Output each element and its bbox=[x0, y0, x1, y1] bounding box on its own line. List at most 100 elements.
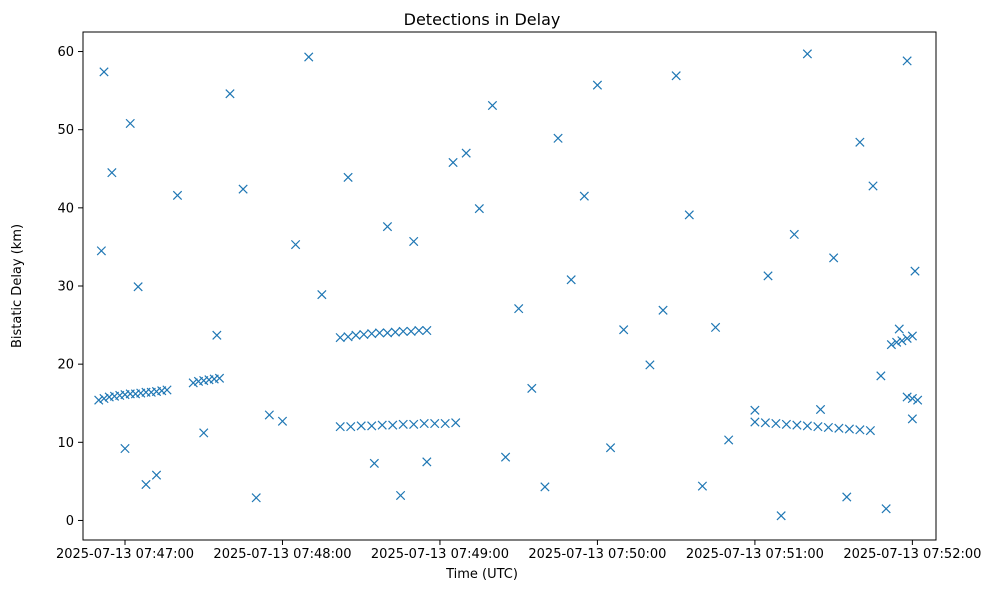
x-axis-label: Time (UTC) bbox=[445, 567, 518, 582]
data-point bbox=[907, 414, 918, 424]
y-tick-label: 60 bbox=[57, 45, 74, 60]
data-point bbox=[238, 184, 248, 194]
data-point bbox=[500, 452, 511, 462]
data-point bbox=[605, 443, 616, 453]
data-point bbox=[802, 49, 813, 59]
data-point bbox=[907, 393, 918, 404]
data-point bbox=[369, 458, 379, 469]
plot-frame bbox=[82, 31, 937, 541]
data-point bbox=[377, 420, 387, 430]
y-tick-label: 20 bbox=[57, 358, 74, 373]
data-point bbox=[199, 428, 209, 438]
data-point bbox=[897, 336, 907, 346]
data-point bbox=[367, 329, 377, 339]
data-point bbox=[335, 332, 345, 343]
y-tick-label: 50 bbox=[57, 123, 74, 138]
data-point bbox=[724, 435, 734, 445]
data-point bbox=[855, 137, 865, 147]
data-point bbox=[781, 419, 792, 429]
data-point bbox=[487, 100, 498, 111]
data-point bbox=[406, 326, 416, 336]
data-point bbox=[430, 418, 440, 429]
data-point bbox=[99, 393, 109, 404]
data-point bbox=[760, 418, 771, 428]
y-tick-label: 0 bbox=[66, 514, 74, 529]
data-point bbox=[290, 239, 301, 250]
data-point bbox=[645, 360, 655, 370]
data-point bbox=[461, 148, 471, 158]
data-point bbox=[335, 422, 345, 432]
data-point bbox=[317, 289, 327, 300]
data-point bbox=[422, 325, 432, 336]
data-point bbox=[172, 190, 183, 200]
data-point bbox=[125, 118, 135, 129]
data-point bbox=[277, 416, 288, 426]
data-point bbox=[99, 67, 109, 77]
data-point bbox=[414, 325, 424, 336]
data-point bbox=[451, 418, 461, 428]
data-point bbox=[671, 71, 681, 81]
x-tick-label: 2025-07-13 07:48:00 bbox=[213, 547, 351, 562]
data-point bbox=[212, 330, 222, 340]
data-point bbox=[120, 443, 130, 454]
data-point bbox=[902, 333, 912, 343]
data-point bbox=[540, 482, 550, 492]
data-point bbox=[395, 490, 406, 501]
data-point bbox=[94, 395, 104, 405]
x-tick-label: 2025-07-13 07:52:00 bbox=[843, 547, 981, 562]
data-point bbox=[374, 328, 385, 338]
data-point bbox=[351, 330, 361, 340]
data-point bbox=[264, 410, 274, 420]
data-point bbox=[251, 493, 261, 503]
data-point bbox=[815, 404, 826, 415]
y-axis-label: Bistatic Delay (km) bbox=[10, 224, 25, 348]
data-point bbox=[771, 418, 781, 429]
data-point bbox=[902, 392, 912, 402]
data-point bbox=[419, 418, 429, 429]
data-point bbox=[151, 470, 162, 480]
data-point bbox=[894, 324, 904, 334]
data-point bbox=[141, 479, 151, 490]
data-point bbox=[96, 246, 106, 256]
data-point bbox=[792, 420, 802, 430]
data-point bbox=[842, 492, 852, 502]
data-point bbox=[390, 327, 400, 337]
data-point bbox=[133, 282, 143, 292]
data-point bbox=[514, 304, 524, 314]
data-point bbox=[910, 266, 920, 276]
data-point bbox=[892, 337, 902, 347]
x-axis: 2025-07-13 07:47:00 2025-07-13 07:48:00 20… bbox=[56, 540, 981, 562]
data-point bbox=[440, 418, 450, 429]
data-point bbox=[553, 133, 563, 143]
data-point bbox=[304, 52, 314, 62]
x-tick-label: 2025-07-13 07:47:00 bbox=[56, 547, 194, 562]
data-point bbox=[913, 395, 923, 405]
data-point bbox=[398, 419, 408, 429]
data-point bbox=[409, 236, 419, 247]
data-point bbox=[448, 157, 458, 168]
data-point bbox=[382, 328, 393, 338]
data-point bbox=[225, 89, 235, 99]
data-point bbox=[592, 80, 603, 90]
data-point bbox=[823, 422, 834, 433]
data-point bbox=[907, 331, 918, 341]
data-point bbox=[776, 511, 786, 521]
data-point bbox=[750, 417, 760, 427]
y-tick-label: 40 bbox=[57, 201, 74, 216]
data-point bbox=[789, 229, 799, 240]
data-point bbox=[398, 326, 408, 336]
data-point bbox=[750, 405, 760, 415]
data-point bbox=[388, 420, 398, 430]
data-point bbox=[382, 221, 393, 232]
data-point bbox=[876, 371, 886, 381]
x-tick-label: 2025-07-13 07:51:00 bbox=[686, 547, 824, 562]
data-point bbox=[579, 191, 589, 201]
data-point bbox=[865, 425, 876, 436]
data-point bbox=[697, 481, 708, 491]
data-point bbox=[844, 424, 855, 434]
data-point bbox=[813, 422, 823, 432]
data-point bbox=[566, 275, 576, 285]
x-tick-label: 2025-07-13 07:49:00 bbox=[371, 547, 509, 562]
data-point bbox=[658, 305, 668, 315]
data-point bbox=[684, 210, 694, 220]
